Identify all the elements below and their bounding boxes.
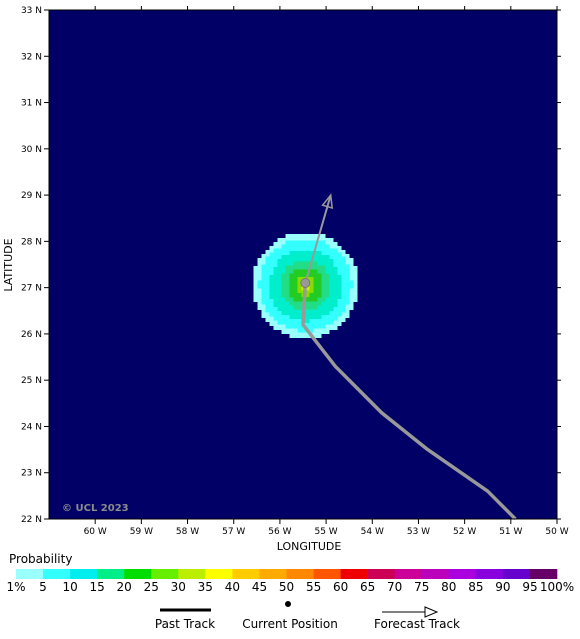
y-tick-label: 27 N xyxy=(21,284,42,294)
legend-scale-label: 100% xyxy=(540,580,574,594)
x-tick-label: 56 W xyxy=(268,527,291,537)
legend-scale-label: 50 xyxy=(279,580,294,594)
legend-swatch xyxy=(232,569,260,579)
forecast-arrowhead xyxy=(321,193,334,210)
x-tick-label: 58 W xyxy=(176,527,199,537)
legend-scale-label: 45 xyxy=(252,580,267,594)
legend-swatch xyxy=(502,569,531,579)
legend-title: Probability xyxy=(9,552,72,566)
plot-frame xyxy=(48,9,558,520)
x-tick-label: 54 W xyxy=(361,527,384,537)
legend-scale-label: 65 xyxy=(360,580,375,594)
y-tick-label: 32 N xyxy=(21,52,42,62)
copyright-label: © UCL 2023 xyxy=(62,503,129,514)
y-tick-label: 31 N xyxy=(21,99,42,109)
x-tick-label: 59 W xyxy=(130,527,153,537)
legend-swatch xyxy=(43,569,71,579)
legend-swatch xyxy=(340,569,368,579)
legend-scale-label: 40 xyxy=(225,580,240,594)
forecast-track-line xyxy=(304,194,332,284)
legend-scale-label: 60 xyxy=(333,580,348,594)
track-layer xyxy=(300,193,517,521)
current-position-label: Current Position xyxy=(242,617,338,631)
legend-swatch xyxy=(313,569,341,579)
legend-scale-label: 70 xyxy=(387,580,402,594)
legend-scale-label: 35 xyxy=(198,580,213,594)
y-tick-label: 33 N xyxy=(21,6,42,16)
x-axis-title: LONGITUDE xyxy=(277,540,342,553)
past-track-label: Past Track xyxy=(155,617,215,631)
current-position-symbol xyxy=(285,601,291,607)
y-tick-label: 22 N xyxy=(21,515,42,525)
legend-scale-label: 30 xyxy=(171,580,186,594)
y-tick-label: 24 N xyxy=(21,422,42,432)
legend-swatch xyxy=(16,569,44,579)
x-tick-label: 52 W xyxy=(453,527,476,537)
legend-scale-label: 90 xyxy=(495,580,510,594)
legend-scale-label: 1% xyxy=(6,580,25,594)
x-tick-label: 55 W xyxy=(314,527,337,537)
legend-scale-label: 95 xyxy=(522,580,537,594)
probability-legend: Probability 1% 5 10 15 20 25 30 35 40 45 50 55 60 65 7… xyxy=(6,552,574,631)
legend-swatch xyxy=(448,569,477,579)
legend-scale-label: 55 xyxy=(306,580,321,594)
legend-scale-label: 10 xyxy=(62,580,77,594)
x-tick-label: 57 W xyxy=(222,527,245,537)
legend-swatch xyxy=(421,569,450,579)
x-axis: 60 W 59 W 58 W 57 W 56 W 55 W 54 W 53 W 52 W 51 W… xyxy=(84,6,569,537)
legend-scale-label: 25 xyxy=(144,580,159,594)
y-axis-title: LATITUDE xyxy=(2,238,15,291)
y-tick-label: 29 N xyxy=(21,191,42,201)
legend-scale-labels: 1% 5 10 15 20 25 30 35 40 45 50 55 60 65 70 75 80 85 90 95 1… xyxy=(6,580,574,594)
legend-swatch xyxy=(151,569,179,579)
x-tick-label: 60 W xyxy=(84,527,107,537)
y-tick-label: 23 N xyxy=(21,469,42,479)
legend-swatch xyxy=(367,569,395,579)
legend-swatch xyxy=(529,569,558,579)
legend-scale-label: 15 xyxy=(90,580,105,594)
legend-scale-label: 75 xyxy=(414,580,429,594)
legend-swatch xyxy=(124,569,152,579)
y-tick-label: 26 N xyxy=(21,330,42,340)
y-tick-label: 30 N xyxy=(21,145,42,155)
legend-swatch xyxy=(394,569,423,579)
legend-swatch xyxy=(259,569,287,579)
y-tick-label: 25 N xyxy=(21,376,42,386)
legend-scale-label: 5 xyxy=(39,580,47,594)
legend-swatch xyxy=(205,569,233,579)
x-tick-label: 53 W xyxy=(407,527,430,537)
past-track-line xyxy=(301,282,517,521)
x-tick-label: 51 W xyxy=(499,527,522,537)
y-axis: 22 N 23 N 24 N 25 N 26 N 27 N 28 N 29 N 30 N 31 N… xyxy=(21,6,561,525)
x-tick-label: 50 W xyxy=(545,527,568,537)
current-position-marker xyxy=(300,278,311,289)
legend-scale-label: 80 xyxy=(441,580,456,594)
forecast-track-symbol xyxy=(382,606,439,618)
legend-scale-label: 85 xyxy=(468,580,483,594)
legend-swatch xyxy=(178,569,206,579)
y-tick-label: 28 N xyxy=(21,237,42,247)
forecast-track-label: Forecast Track xyxy=(374,617,460,631)
legend-colorbar xyxy=(16,569,558,579)
legend-swatch xyxy=(475,569,504,579)
legend-swatch xyxy=(70,569,98,579)
legend-swatch xyxy=(97,569,125,579)
legend-swatch xyxy=(286,569,314,579)
legend-scale-label: 20 xyxy=(117,580,132,594)
